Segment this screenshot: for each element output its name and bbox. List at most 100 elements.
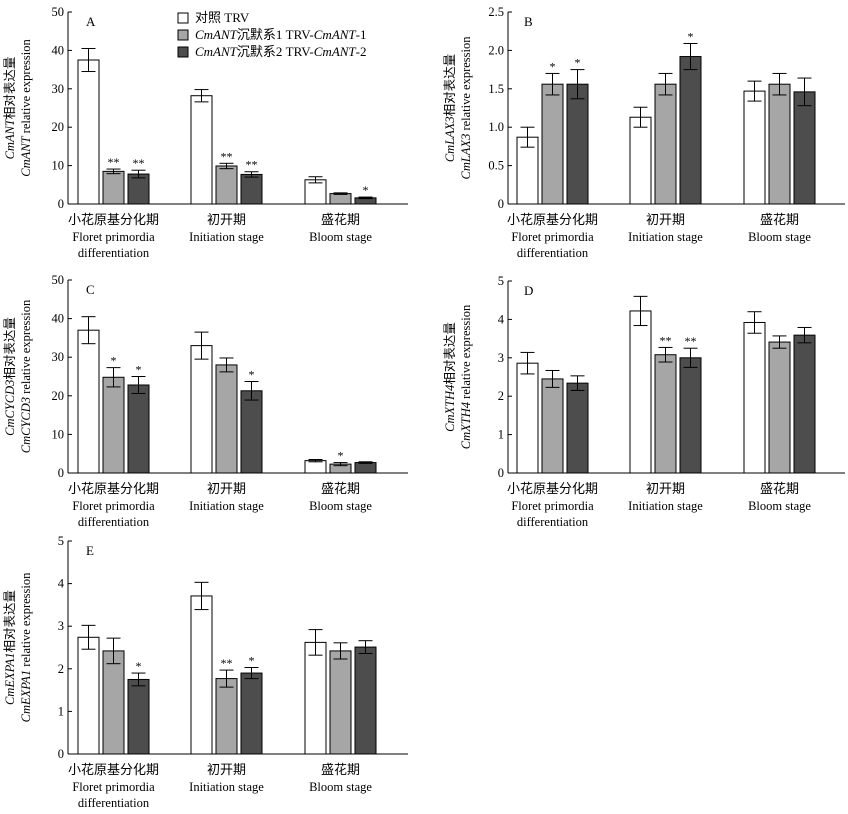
bar	[102, 376, 125, 474]
y-tick-label: 3	[498, 351, 504, 365]
y-axis-label-cn: CmCYCD3相对表达量	[3, 317, 17, 436]
category-label-en: Floret primordia	[72, 780, 155, 794]
y-tick-label: 0	[58, 747, 64, 761]
category-label-en: differentiation	[78, 246, 150, 260]
y-axis-label-text: 相对表达量	[443, 322, 457, 385]
significance-mark: *	[249, 654, 255, 668]
legend-label: 对照 TRV	[195, 10, 250, 25]
significance-mark: **	[221, 656, 233, 670]
y-tick-label: 1	[58, 704, 64, 718]
category-label-cn: 小花原基分化期	[507, 212, 598, 227]
y-axis-label-gene: CmCYCD3	[19, 397, 33, 453]
y-axis-label-en: CmCYCD3 relative expression	[19, 299, 33, 453]
y-tick-label: 40	[52, 43, 65, 57]
category-label-cn: 盛花期	[760, 212, 799, 227]
bar	[215, 165, 238, 205]
legend-label-part: CmANT	[314, 44, 357, 59]
y-axis-label-text: relative expression	[19, 39, 33, 137]
bar	[190, 95, 213, 205]
y-tick-label: 2	[498, 389, 504, 403]
category-label-en: differentiation	[78, 515, 150, 529]
y-tick-label: 3	[58, 619, 64, 633]
y-tick-label: 40	[52, 312, 65, 326]
significance-mark: *	[550, 59, 556, 73]
category-label-en: Floret primordia	[511, 230, 594, 244]
significance-mark: *	[249, 368, 255, 382]
bar	[215, 678, 238, 755]
y-axis-label-gene: CmXTH4	[459, 402, 473, 449]
y-axis-label-gene: CmLAX3	[459, 134, 473, 180]
legend-label: CmANT沉默系2 TRV-CmANT-2	[195, 44, 367, 59]
significance-mark: *	[363, 183, 369, 197]
bar	[304, 460, 327, 474]
y-axis-label-text: relative expression	[19, 572, 33, 670]
y-tick-label: 4	[58, 577, 65, 591]
legend-label-part: -1	[356, 27, 367, 42]
y-axis-label-gene: CmEXPA1	[19, 670, 33, 723]
legend-swatch	[177, 29, 189, 41]
y-tick-label: 1	[498, 428, 504, 442]
y-axis-label-gene: CmANT	[3, 118, 17, 159]
significance-mark: **	[221, 149, 233, 163]
y-axis-label-text: 相对表达量	[3, 57, 17, 120]
y-tick-label: 10	[52, 427, 65, 441]
category-label-cn: 初开期	[646, 481, 685, 496]
bar	[516, 362, 539, 474]
bar	[215, 364, 238, 474]
bar	[354, 462, 377, 474]
bar	[77, 329, 100, 474]
bar	[102, 650, 125, 755]
legend-label-part: CmANT	[314, 27, 357, 42]
bar	[127, 384, 150, 474]
y-axis-label-en: CmLAX3 relative expression	[459, 36, 473, 180]
bar	[654, 354, 677, 474]
y-axis-label-text: relative expression	[459, 304, 473, 402]
y-tick-label: 4	[498, 312, 505, 326]
category-label-cn: 小花原基分化期	[68, 212, 159, 227]
y-tick-label: 0	[58, 197, 64, 211]
category-label-cn: 盛花期	[321, 212, 360, 227]
legend-label-part: 沉默系2 TRV-	[237, 44, 314, 59]
panel-label: D	[524, 283, 533, 298]
bar	[566, 83, 589, 205]
y-axis-label-text: relative expression	[459, 36, 473, 134]
y-axis-label-gene: CmEXPA1	[3, 652, 17, 705]
y-axis-label-en: CmEXPA1 relative expression	[19, 572, 33, 722]
category-label-en: Bloom stage	[748, 230, 811, 244]
y-axis-label-text: relative expression	[19, 299, 33, 397]
category-label-en: Initiation stage	[189, 499, 264, 513]
y-tick-label: 30	[52, 350, 65, 364]
y-tick-label: 5	[498, 274, 504, 288]
category-label-en: Floret primordia	[72, 230, 155, 244]
significance-mark: *	[111, 354, 117, 368]
category-label-cn: 初开期	[207, 212, 246, 227]
significance-mark: **	[246, 158, 258, 172]
category-label-en: Initiation stage	[189, 230, 264, 244]
category-label-en: differentiation	[78, 796, 150, 810]
y-tick-label: 50	[52, 5, 65, 19]
bar	[77, 636, 100, 755]
bar	[629, 310, 652, 474]
bar	[793, 91, 816, 205]
y-axis-label-gene: CmLAX3	[443, 116, 457, 162]
y-tick-label: 2.5	[488, 5, 504, 19]
bar	[304, 641, 327, 755]
y-axis-label-en: CmANT relative expression	[19, 39, 33, 177]
bar	[743, 90, 766, 205]
bar	[354, 646, 377, 755]
category-label-cn: 小花原基分化期	[68, 481, 159, 496]
bar	[793, 334, 816, 474]
panel-label: B	[524, 14, 533, 29]
bar	[190, 595, 213, 755]
bar	[679, 357, 702, 474]
category-label-en: differentiation	[517, 246, 589, 260]
significance-mark: **	[108, 155, 120, 169]
y-tick-label: 0	[498, 197, 504, 211]
bar	[743, 321, 766, 474]
y-tick-label: 1.0	[488, 120, 504, 134]
legend-label-part: CmANT	[195, 44, 238, 59]
y-axis-label-cn: CmEXPA1相对表达量	[3, 590, 17, 705]
bar	[541, 378, 564, 474]
